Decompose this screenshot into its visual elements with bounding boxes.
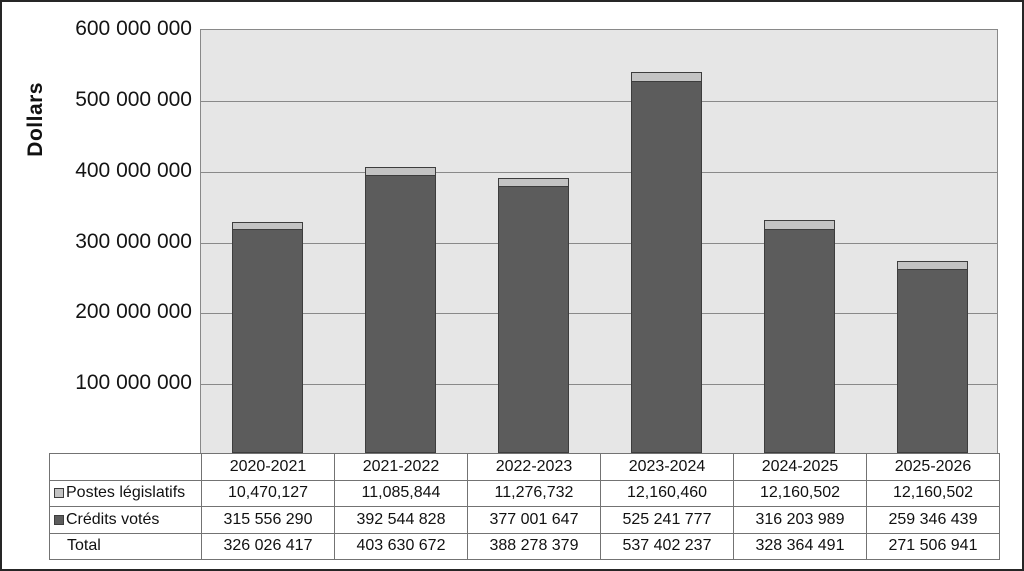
gridline <box>201 100 997 102</box>
column-header: 2025-2026 <box>866 453 1000 481</box>
bar-segment-credits-votes-2025-2026 <box>897 269 968 453</box>
legend-label: Total <box>67 537 101 555</box>
bar-segment-credits-votes-2021-2022 <box>365 174 436 453</box>
column-header: 2024-2025 <box>733 453 867 481</box>
y-tick-label: 100 000 000 <box>75 371 192 395</box>
gridline <box>201 384 997 386</box>
table-cell: 12,160,460 <box>600 479 734 507</box>
table-cell: 328 364 491 <box>733 532 867 560</box>
bar-segment-postes-legislatifs-2023-2024 <box>631 72 702 82</box>
table-row-postes-legislatifs: Postes législatifs 10,470,127 11,085,844… <box>49 479 1000 507</box>
y-tick-label: 600 000 000 <box>75 17 192 40</box>
y-tick-label: 500 000 000 <box>75 87 192 111</box>
data-table: 2020-2021 2021-2022 2022-2023 2023-2024 … <box>49 453 1000 560</box>
column-header: 2020-2021 <box>201 453 335 481</box>
table-cell: 537 402 237 <box>600 532 734 560</box>
table-cell: 525 241 777 <box>600 506 734 534</box>
y-tick-label: 300 000 000 <box>75 229 192 253</box>
table-header-row: 2020-2021 2021-2022 2022-2023 2023-2024 … <box>49 453 1000 481</box>
bar-segment-postes-legislatifs-2020-2021 <box>232 222 303 231</box>
bar-segment-postes-legislatifs-2024-2025 <box>764 220 835 231</box>
table-cell: 12,160,502 <box>733 479 867 507</box>
bar-segment-credits-votes-2024-2025 <box>764 229 835 453</box>
bar-segment-postes-legislatifs-2021-2022 <box>365 167 436 176</box>
legend-marker-postes-legislatifs-icon <box>54 488 64 499</box>
plot-area <box>200 29 998 454</box>
legend-label: Crédits votés <box>66 510 160 528</box>
table-cell: 377 001 647 <box>467 506 601 534</box>
table-cell: 315 556 290 <box>201 506 335 534</box>
table-cell: 12,160,502 <box>866 479 1000 507</box>
table-corner-spacer <box>49 453 202 481</box>
column-header: 2022-2023 <box>467 453 601 481</box>
column-header: 2021-2022 <box>334 453 468 481</box>
bar-segment-postes-legislatifs-2022-2023 <box>498 177 569 187</box>
table-cell: 388 278 379 <box>467 532 601 560</box>
table-row-credits-votes: Crédits votés 315 556 290 392 544 828 37… <box>49 506 1000 534</box>
gridline <box>201 171 997 173</box>
bar-segment-credits-votes-2023-2024 <box>631 80 702 453</box>
table-cell: 11,276,732 <box>467 479 601 507</box>
table-cell: 403 630 672 <box>334 532 468 560</box>
column-header: 2023-2024 <box>600 453 734 481</box>
table-cell: 326 026 417 <box>201 532 335 560</box>
legend-label: Postes législatifs <box>66 484 186 502</box>
bar-segment-postes-legislatifs-2025-2026 <box>897 260 968 271</box>
bar-segment-credits-votes-2020-2021 <box>232 229 303 453</box>
table-cell: 10,470,127 <box>201 479 335 507</box>
legend-cell-credits-votes: Crédits votés <box>49 506 202 534</box>
table-cell: 316 203 989 <box>733 506 867 534</box>
table-cell: 259 346 439 <box>866 506 1000 534</box>
legend-cell-postes-legislatifs: Postes législatifs <box>49 479 202 507</box>
gridline <box>201 313 997 315</box>
bar-segment-credits-votes-2022-2023 <box>498 185 569 453</box>
legend-cell-total: Total <box>49 532 202 560</box>
gridline <box>201 242 997 244</box>
legend-marker-credits-votes-icon <box>54 514 64 525</box>
y-tick-label: 200 000 000 <box>75 300 192 324</box>
table-cell: 11,085,844 <box>334 479 468 507</box>
table-row-total: Total 326 026 417 403 630 672 388 278 37… <box>49 532 1000 560</box>
y-tick-label: 400 000 000 <box>75 158 192 182</box>
table-cell: 271 506 941 <box>866 532 1000 560</box>
table-cell: 392 544 828 <box>334 506 468 534</box>
